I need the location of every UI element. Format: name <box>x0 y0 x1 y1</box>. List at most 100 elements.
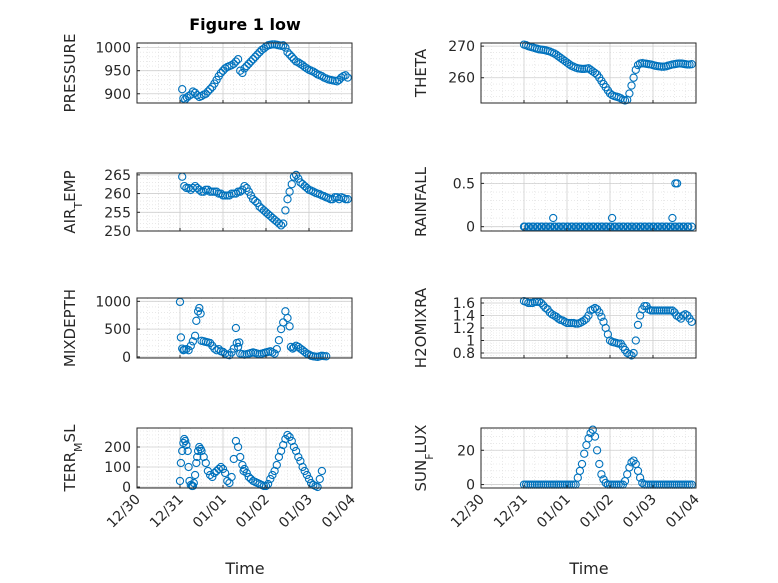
data-point <box>585 222 594 231</box>
data-point <box>176 333 186 342</box>
data-point <box>671 222 680 231</box>
data-point <box>555 222 564 231</box>
data-point <box>631 336 640 345</box>
y-tick-label: 0.8 <box>453 346 475 362</box>
data-point <box>181 436 190 446</box>
data-point <box>580 316 589 325</box>
data-point <box>176 458 186 468</box>
y-tick-label: 0 <box>122 350 131 366</box>
data-point <box>272 460 281 470</box>
data-point <box>279 318 288 327</box>
data-point <box>201 89 210 98</box>
plot-area <box>137 173 352 231</box>
data-point <box>563 222 573 231</box>
data-point <box>276 446 286 456</box>
data-point <box>568 222 577 231</box>
data-point <box>233 55 243 64</box>
series-markers <box>178 40 352 104</box>
data-point <box>287 180 296 189</box>
data-point <box>192 316 201 325</box>
data-point <box>184 91 193 101</box>
data-point <box>605 89 615 98</box>
data-point <box>589 222 598 231</box>
data-point <box>576 222 585 231</box>
data-point <box>529 222 538 231</box>
data-point <box>625 463 634 472</box>
data-point <box>649 222 659 231</box>
data-point <box>631 65 640 74</box>
data-point <box>193 91 202 100</box>
data-point <box>317 466 327 476</box>
axes-box <box>136 42 353 104</box>
data-point <box>560 317 570 326</box>
data-point <box>598 222 607 231</box>
data-point <box>283 48 292 57</box>
data-point <box>195 303 204 313</box>
data-point <box>300 347 309 357</box>
data-point <box>231 57 241 66</box>
data-point <box>240 181 249 191</box>
y-axis-label: TERRMSL <box>61 424 85 493</box>
data-point <box>246 57 256 66</box>
y-tick-label: 265 <box>104 168 131 184</box>
data-point <box>302 470 312 480</box>
axes-box <box>480 172 697 232</box>
subplot-rainfall: 0 0.5 RAINFALL <box>412 166 697 237</box>
data-point <box>220 468 230 478</box>
data-point <box>225 351 234 360</box>
data-point <box>627 458 636 467</box>
data-point <box>227 472 236 482</box>
data-point <box>666 222 676 231</box>
data-point <box>287 436 296 446</box>
data-point <box>564 60 574 69</box>
data-point <box>266 474 275 484</box>
y-tick-label: 1 <box>466 334 475 350</box>
data-point <box>648 306 658 315</box>
data-point <box>564 318 574 328</box>
data-point <box>572 222 581 231</box>
data-point <box>279 219 288 228</box>
y-axis-label: SUNFLUX <box>412 425 436 492</box>
data-point <box>597 470 606 479</box>
data-point <box>190 470 200 480</box>
data-point <box>537 298 546 308</box>
data-point <box>235 338 244 347</box>
data-point <box>205 187 215 196</box>
data-point <box>520 222 530 231</box>
data-point <box>549 213 558 223</box>
data-point <box>285 432 294 442</box>
data-point <box>315 474 324 484</box>
data-point <box>606 222 616 231</box>
data-point <box>212 187 221 196</box>
data-point <box>533 222 542 231</box>
data-point <box>311 68 320 78</box>
data-point <box>546 222 555 231</box>
data-point <box>298 462 307 472</box>
data-point <box>542 222 551 231</box>
subplot-air_temp: 250 255 260 265 AIRTEMP <box>61 168 353 240</box>
data-point <box>283 195 292 204</box>
y-tick-label: 260 <box>448 71 475 87</box>
data-point <box>580 222 590 231</box>
data-point <box>302 64 312 73</box>
data-point <box>584 311 593 320</box>
data-point <box>313 482 322 492</box>
data-point <box>567 318 576 328</box>
data-point <box>214 464 223 474</box>
data-point <box>214 344 223 354</box>
data-point <box>661 306 671 315</box>
data-point <box>283 313 292 323</box>
data-point <box>341 71 350 80</box>
y-tick-label: 0 <box>466 478 475 494</box>
data-point <box>184 346 193 355</box>
data-point <box>332 193 342 202</box>
data-point <box>633 320 643 330</box>
data-point <box>687 60 696 69</box>
data-point <box>268 40 277 49</box>
data-point <box>590 432 600 441</box>
data-point <box>547 310 557 319</box>
y-tick-label: 100 <box>104 460 131 476</box>
data-point <box>175 476 185 486</box>
y-axis-label: THETA <box>412 48 430 98</box>
data-point <box>193 446 203 456</box>
